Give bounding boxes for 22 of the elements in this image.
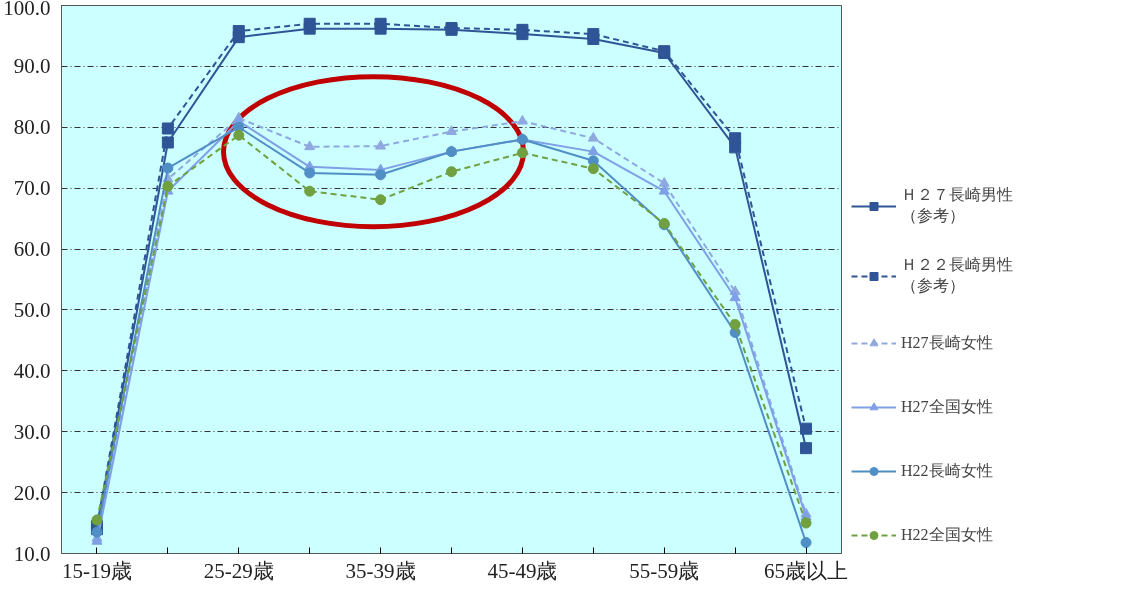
y-tick-label: 90.0 [13,54,51,79]
y-tick-label: 70.0 [13,176,51,201]
y-tick-label: 50.0 [13,297,51,322]
y-tick-label: 60.0 [13,237,51,262]
legend-label: Ｈ２２長崎男性（参考） [901,255,1013,296]
x-tick-label: 55-59歳 [629,558,700,583]
x-tick-label: 65歳以上 [764,558,849,583]
x-tick-label: 35-39歳 [345,558,416,583]
y-tick-label: 30.0 [13,419,51,444]
legend-label: H27全国女性 [901,396,993,417]
x-tick-label: 25-29歳 [203,558,274,583]
x-tick-label: 45-49歳 [487,558,558,583]
legend-label: H22全国女性 [901,524,993,545]
y-tick-label: 40.0 [13,358,51,383]
legend-label: H22長崎女性 [901,460,993,481]
y-tick-label: 100.0 [3,0,51,20]
x-tick-label: 15-19歳 [61,558,132,583]
y-tick-label: 80.0 [13,115,51,140]
y-tick-label: 20.0 [13,480,51,505]
legend-label: Ｈ２７長崎男性（参考） [901,185,1013,226]
y-tick-label: 10.0 [13,541,51,566]
legend-label: H27長崎女性 [901,332,993,353]
